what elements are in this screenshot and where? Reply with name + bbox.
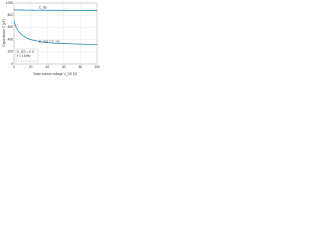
series-line bbox=[13, 9, 97, 11]
series-label: C_iss bbox=[39, 5, 47, 9]
series-label: C_oss = C_rss bbox=[39, 39, 60, 43]
y-tick-label: 400 bbox=[8, 37, 14, 41]
x-tick-label: 0 bbox=[13, 65, 15, 69]
series-line bbox=[13, 21, 98, 45]
x-tick-label: 100 bbox=[94, 65, 100, 69]
x-axis-label: Drain-source voltage V_DS [V] bbox=[33, 72, 77, 76]
y-tick-label: 200 bbox=[8, 50, 14, 54]
legend-box bbox=[15, 48, 39, 62]
annotation: V_GS = 0 V bbox=[17, 50, 35, 54]
annotation: f = 1 MHz bbox=[17, 54, 31, 58]
y-tick-label: 0 bbox=[11, 62, 13, 66]
x-tick-label: 80 bbox=[79, 65, 83, 69]
x-tick-label: 20 bbox=[29, 65, 33, 69]
y-tick-label: 600 bbox=[8, 25, 14, 29]
y-tick-label: 1000 bbox=[6, 1, 13, 5]
x-tick-label: 40 bbox=[45, 65, 49, 69]
x-tick-label: 60 bbox=[62, 65, 66, 69]
chart: Drain-source voltage V_DS [V] Capacitanc… bbox=[2, 1, 100, 76]
y-tick-label: 800 bbox=[8, 13, 14, 17]
y-axis-label: Capacitance C [pF] bbox=[2, 19, 6, 46]
